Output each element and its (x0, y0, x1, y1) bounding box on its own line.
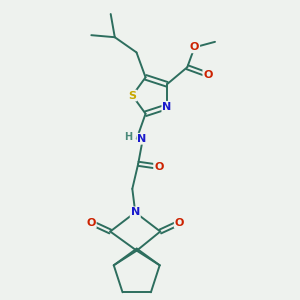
Text: O: O (154, 162, 164, 172)
Text: O: O (203, 70, 213, 80)
Text: N: N (130, 207, 140, 218)
Text: O: O (190, 42, 199, 52)
Text: N: N (137, 134, 147, 144)
Text: S: S (128, 91, 136, 100)
Text: O: O (175, 218, 184, 228)
Text: N: N (162, 102, 172, 112)
Text: O: O (86, 218, 96, 228)
Text: H: H (124, 132, 133, 142)
